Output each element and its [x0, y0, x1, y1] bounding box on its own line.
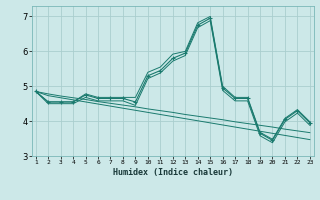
X-axis label: Humidex (Indice chaleur): Humidex (Indice chaleur) — [113, 168, 233, 177]
